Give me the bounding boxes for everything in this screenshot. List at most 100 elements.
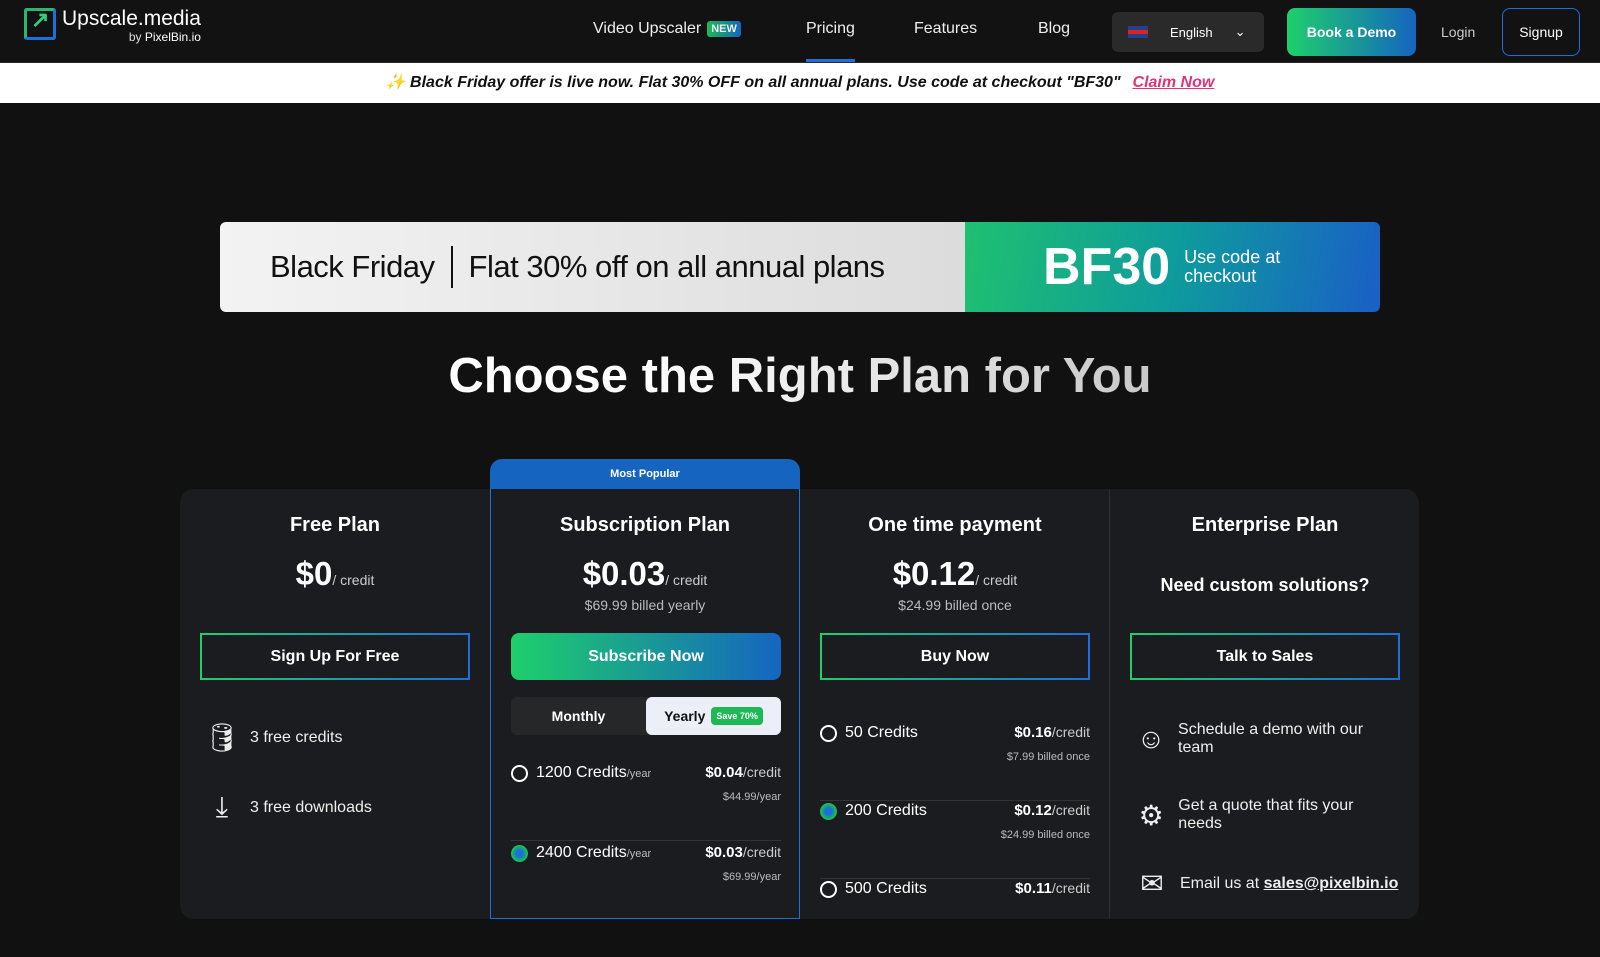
banner-right-text: Flat 30% off on all annual plans bbox=[468, 249, 886, 284]
feature-text: Schedule a demo with our team bbox=[1178, 721, 1364, 756]
radio-button[interactable] bbox=[511, 765, 528, 782]
option-credits: 50 Credits bbox=[845, 724, 918, 741]
option-subtext: $24.99 billed once bbox=[1000, 829, 1090, 841]
feature-text: 3 free credits bbox=[250, 728, 343, 746]
subscribe-now-button[interactable]: Subscribe Now bbox=[511, 633, 781, 680]
language-label: English bbox=[1170, 24, 1213, 40]
enterprise-plan-card: Enterprise Plan Need custom solutions? T… bbox=[1110, 489, 1420, 919]
nav-blog[interactable]: Blog bbox=[1038, 20, 1071, 37]
promo-banner[interactable]: Black Friday Flat 30% off on all annual p… bbox=[220, 222, 1380, 312]
option-unit: /credit bbox=[742, 844, 781, 860]
credit-option[interactable]: 200 Credits $0.12/credit $24.99 billed onc… bbox=[820, 799, 1090, 879]
option-unit: /credit bbox=[1051, 880, 1090, 896]
logo-icon bbox=[24, 7, 56, 40]
logo[interactable]: Upscale.media by PixelBin.io bbox=[24, 7, 201, 44]
radio-button[interactable] bbox=[820, 725, 837, 742]
promo-code: BF30 bbox=[1043, 238, 1171, 296]
option-unit: /credit bbox=[1051, 724, 1090, 740]
signup-button[interactable]: Signup bbox=[1502, 8, 1580, 56]
top-nav: Upscale.media by PixelBin.io Video Upsca… bbox=[0, 0, 1600, 63]
option-price: $0.11 bbox=[1015, 880, 1052, 897]
option-credits: 200 Credits bbox=[845, 802, 927, 819]
logo-brand: PixelBin.io bbox=[144, 30, 201, 44]
credit-option[interactable]: 500 Credits $0.11/credit bbox=[820, 877, 1090, 957]
chevron-down-icon: ⌄ bbox=[1234, 24, 1246, 39]
divider bbox=[1109, 489, 1110, 919]
gear-user-icon: ⚙ bbox=[1138, 799, 1164, 831]
option-credits: 1200 Credits bbox=[536, 764, 627, 781]
code-note: Use code at checkout bbox=[1184, 248, 1280, 286]
plan-title: Free Plan bbox=[289, 514, 381, 536]
page-title: Choose the Right Plan for You bbox=[0, 348, 1600, 404]
credit-option[interactable]: 1200 Credits/year $0.04/credit $44.99/year bbox=[511, 761, 781, 841]
database-icon: 🛢 bbox=[204, 722, 240, 753]
nav-video-upscaler-label: Video Upscaler bbox=[593, 20, 702, 37]
plan-title: Subscription Plan bbox=[559, 514, 731, 536]
option-price: $0.04 bbox=[705, 764, 743, 781]
radio-button-selected[interactable] bbox=[511, 845, 528, 862]
email-prefix: Email us at bbox=[1180, 874, 1260, 892]
plan-price: $0 bbox=[295, 555, 333, 592]
claim-now-link[interactable]: Claim Now bbox=[1132, 74, 1215, 91]
toggle-yearly-label: Yearly bbox=[664, 708, 706, 724]
option-subtext: $7.99 billed once bbox=[1006, 751, 1090, 763]
toggle-yearly[interactable]: Yearly Save 70% bbox=[646, 697, 781, 735]
toggle-monthly[interactable]: Monthly bbox=[551, 708, 606, 724]
nav-video-upscaler[interactable]: Video Upscaler NEW bbox=[593, 20, 741, 38]
active-indicator bbox=[806, 59, 855, 62]
one-time-payment-card: One time payment $0.12/ credit $24.99 bi… bbox=[800, 489, 1110, 919]
logo-by: by bbox=[128, 30, 142, 44]
offer-text: Black Friday offer is live now. Flat 30%… bbox=[410, 74, 1121, 91]
plan-price: $0.12 bbox=[892, 555, 976, 592]
nav-pricing[interactable]: Pricing bbox=[806, 20, 855, 37]
nav-features[interactable]: Features bbox=[914, 20, 978, 37]
banner-left-text: Black Friday bbox=[270, 249, 435, 284]
plan-subtitle: Need custom solutions? bbox=[1160, 575, 1370, 595]
login-link[interactable]: Login bbox=[1441, 24, 1476, 40]
free-plan-card: Free Plan $0/ credit Sign Up For Free 🛢 3… bbox=[180, 489, 490, 919]
price-unit: / credit bbox=[665, 572, 708, 588]
plan-title: Enterprise Plan bbox=[1191, 514, 1339, 536]
option-price: $0.12 bbox=[1014, 802, 1052, 819]
option-unit: /credit bbox=[742, 764, 781, 780]
option-unit: /credit bbox=[1051, 802, 1090, 818]
plan-price: $0.03 bbox=[582, 555, 666, 592]
radio-button-selected[interactable] bbox=[820, 803, 837, 820]
billing-note: $69.99 billed yearly bbox=[584, 597, 706, 613]
support-agent-icon: ☺ bbox=[1136, 723, 1166, 754]
buy-now-button[interactable]: Buy Now bbox=[820, 633, 1090, 680]
option-price: $0.16 bbox=[1014, 724, 1052, 741]
code-note-line2: checkout bbox=[1184, 266, 1257, 286]
logo-byline: by PixelBin.io bbox=[62, 30, 201, 44]
billing-note: $24.99 billed once bbox=[898, 597, 1012, 613]
sign-up-free-button[interactable]: Sign Up For Free bbox=[200, 633, 470, 680]
option-credits: 500 Credits bbox=[845, 880, 927, 897]
language-select[interactable]: English ⌄ bbox=[1112, 12, 1264, 52]
credit-option[interactable]: 50 Credits $0.16/credit $7.99 billed once bbox=[820, 721, 1090, 801]
option-subtext: $44.99/year bbox=[722, 791, 781, 803]
billing-toggle: Monthly Yearly Save 70% bbox=[511, 697, 781, 735]
feature-text: 3 free downloads bbox=[250, 798, 372, 816]
most-popular-badge: Most Popular bbox=[490, 459, 800, 489]
option-price: $0.03 bbox=[705, 844, 743, 861]
credit-option[interactable]: 2400 Credits/year $0.03/credit $69.99/year bbox=[511, 841, 781, 921]
save-badge: Save 70% bbox=[711, 707, 763, 725]
uk-flag-icon bbox=[1128, 26, 1148, 38]
banner-divider bbox=[450, 246, 453, 288]
sales-email-link[interactable]: sales@pixelbin.io bbox=[1263, 874, 1399, 892]
option-credits: 2400 Credits bbox=[536, 844, 627, 861]
feature-text: Get a quote that fits your needs bbox=[1178, 797, 1354, 832]
talk-to-sales-button[interactable]: Talk to Sales bbox=[1130, 633, 1400, 680]
book-demo-button[interactable]: Book a Demo bbox=[1287, 8, 1416, 56]
mail-icon: ✉ bbox=[1140, 868, 1164, 899]
offer-bar: ✨ Black Friday offer is live now. Flat 3… bbox=[0, 63, 1600, 103]
plan-title: One time payment bbox=[868, 514, 1042, 536]
new-badge: NEW bbox=[707, 21, 741, 37]
subscription-plan-card: Subscription Plan $0.03/ credit $69.99 b… bbox=[490, 489, 800, 919]
price-unit: / credit bbox=[332, 572, 375, 588]
option-period: /year bbox=[626, 848, 652, 860]
radio-button[interactable] bbox=[820, 881, 837, 898]
price-unit: / credit bbox=[975, 572, 1018, 588]
download-icon: ⤓ bbox=[215, 791, 229, 822]
logo-title: Upscale.media bbox=[62, 7, 201, 30]
